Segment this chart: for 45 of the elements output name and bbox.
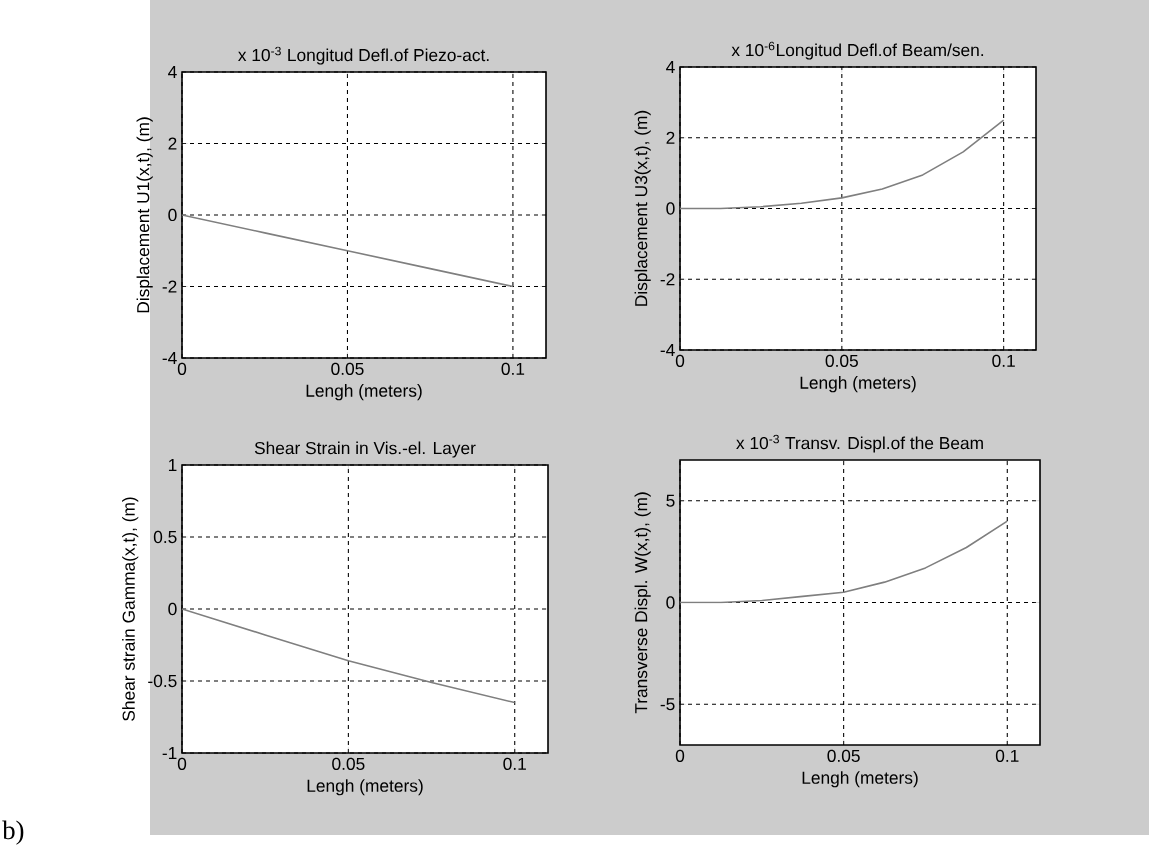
- y-axis-title: Transverse Displ. W(x,t), (m): [634, 492, 651, 714]
- y-tick-label: -2: [660, 273, 675, 286]
- x-axis-title: Lengh (meters): [802, 771, 918, 788]
- x-axis-title: Lengh (meters): [307, 779, 423, 796]
- y-tick-label: -5: [660, 698, 675, 711]
- y-tick-label: -1: [162, 747, 177, 759]
- y-tick-label: 5: [666, 494, 675, 507]
- y-axis-title: Displacement U3(x,t), (m): [634, 110, 651, 306]
- chart-title: Shear Strain in Vis.-el. Layer: [254, 441, 476, 458]
- line-series: [680, 119, 1005, 210]
- x-axis-title: Lengh (meters): [306, 384, 422, 401]
- x-tick-label: 0: [675, 354, 685, 367]
- x-tick-label: 0: [675, 749, 685, 762]
- y-tick-label: 0.5: [153, 530, 177, 544]
- y-tick-label: 4: [666, 61, 675, 73]
- y-tick-label: 0: [666, 202, 675, 215]
- y-tick-label: -0.5: [148, 674, 177, 688]
- y-tick-label: 1: [168, 459, 177, 471]
- x-tick-label: 0.05: [331, 362, 364, 375]
- text: b): [2, 820, 24, 845]
- x-tick-label: 0: [177, 757, 187, 770]
- x-tick-label: 0.1: [501, 362, 525, 375]
- y-tick-label: -4: [660, 344, 675, 356]
- x-tick-label: 0.1: [503, 757, 526, 770]
- chart-title: x 10$^{-3}$ Longitud Defl.of Piezo-act.: [238, 46, 489, 65]
- chart-title: x 10$^{-3}$ Transv. Displ.of the Beam: [736, 434, 983, 453]
- x-tick-label: 0.1: [992, 354, 1015, 367]
- chart-title: x 10$^{-6}$Longitud Defl.of Beam/sen.: [731, 41, 984, 60]
- x-tick-label: 0.05: [827, 749, 860, 762]
- x-axis-title: Lengh (meters): [800, 376, 916, 393]
- y-tick-label: 2: [666, 131, 675, 144]
- x-tick-label: 0.1: [995, 749, 1019, 762]
- x-tick-label: 0: [177, 362, 187, 375]
- y-axis-title: Shear strain Gamma(x,t), (m): [122, 497, 139, 721]
- y-tick-label: -4: [162, 352, 177, 364]
- y-tick-label: 2: [168, 137, 177, 150]
- y-tick-label: 0: [168, 602, 177, 616]
- y-axis-title: Displacement U1(x,t), (m): [136, 117, 153, 313]
- y-tick-label: 0: [666, 596, 675, 609]
- y-tick-label: 4: [168, 66, 177, 78]
- line-series: [680, 520, 1009, 604]
- x-tick-label: 0.05: [332, 757, 365, 770]
- x-tick-label: 0.05: [825, 354, 858, 367]
- y-tick-label: 0: [168, 208, 177, 222]
- y-tick-label: -2: [162, 280, 177, 293]
